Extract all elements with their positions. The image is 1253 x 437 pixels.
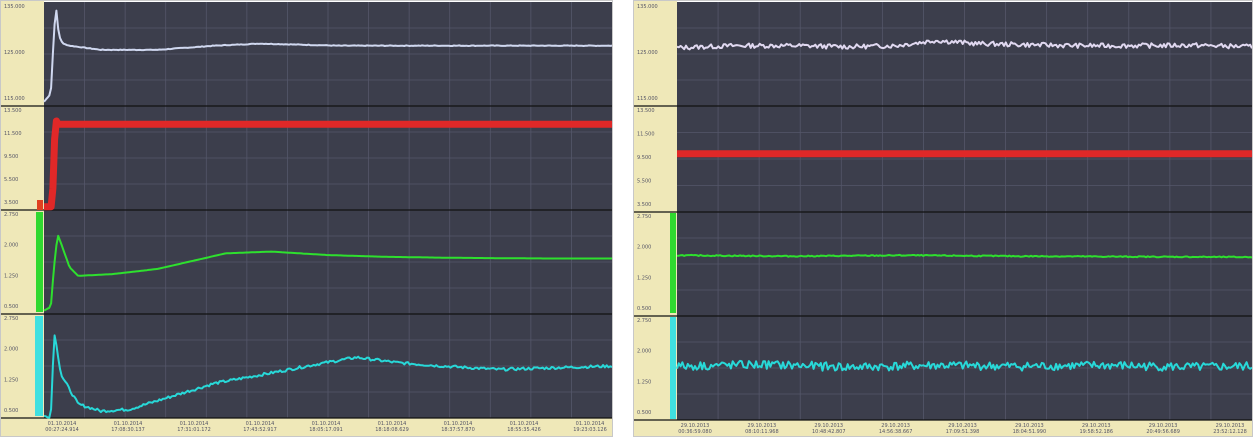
value-tick-label: 1.250 (4, 273, 18, 279)
time-tick-label: 18:55:35.426 (507, 427, 541, 433)
time-tick-label: 29.10.2013 (1149, 423, 1178, 429)
value-tick-label: 11.500 (637, 132, 655, 138)
time-tick-label: 18:05:17.091 (309, 427, 343, 433)
time-tick-label: 17:31:01.172 (177, 427, 211, 433)
time-tick-label: 29.10.2013 (748, 423, 777, 429)
time-axis-band (677, 420, 1252, 437)
time-tick-label: 23:52:12.128 (1213, 429, 1247, 435)
time-tick-label: 14:56:38.667 (879, 429, 913, 435)
time-tick-label: 01.10.2014 (48, 421, 77, 427)
time-tick-label: 17:43:52.917 (243, 427, 277, 433)
time-tick-label: 10:48:42.807 (812, 429, 846, 435)
value-tick-label: 2.750 (637, 318, 651, 324)
value-tick-label: 125.000 (4, 50, 25, 56)
value-tick-label: 2.000 (637, 245, 651, 251)
time-tick-label: 20:49:56.689 (1146, 429, 1180, 435)
value-tick-label: 115.000 (637, 96, 658, 102)
indicator-strip (37, 200, 43, 210)
value-tick-label: 2.750 (637, 214, 651, 220)
value-tick-label: 3.500 (637, 202, 651, 208)
value-tick-label: 0.500 (4, 304, 18, 310)
time-tick-label: 01.10.2014 (378, 421, 407, 427)
time-tick-label: 01.10.2014 (180, 421, 209, 427)
time-tick-label: 29.10.2013 (1216, 423, 1245, 429)
value-tick-label: 1.250 (4, 377, 18, 383)
series-line-lane-3 (677, 253, 1253, 259)
value-tick-label: 5.500 (4, 177, 18, 183)
value-tick-label: 0.500 (4, 408, 18, 414)
indicator-strip (670, 317, 676, 419)
time-axis-band (44, 418, 612, 437)
chart-panel-right: 135.000 125.000 115.000 13.500 11.500 9.500 5.… (633, 0, 1253, 437)
time-tick-label: 19:23:03.126 (573, 427, 607, 433)
time-tick-label: 01.10.2014 (444, 421, 473, 427)
value-tick-label: 3.500 (4, 200, 18, 206)
time-tick-label: 29.10.2013 (1082, 423, 1111, 429)
value-tick-label: 1.250 (637, 379, 651, 385)
time-tick-label: 17:09:51.398 (946, 429, 980, 435)
time-tick-label: 00:36:59.080 (678, 429, 712, 435)
indicator-strip (35, 316, 43, 416)
time-tick-label: 29.10.2013 (1015, 423, 1044, 429)
indicator-strip (36, 212, 43, 312)
time-tick-label: 00:27:24.914 (45, 427, 79, 433)
time-tick-label: 01.10.2014 (246, 421, 275, 427)
series-line-lane-1 (43, 9, 613, 103)
chart-panel-left: 135.000 125.000 115.000 13.500 11.500 9.500 5.… (0, 0, 613, 437)
time-tick-label: 01.10.2014 (510, 421, 539, 427)
value-tick-label: 2.000 (637, 349, 651, 355)
time-tick-label: 29.10.2013 (681, 423, 710, 429)
value-tick-label: 2.000 (4, 243, 18, 249)
time-tick-label: 18:37:57.870 (441, 427, 475, 433)
value-tick-label: 2.750 (4, 316, 18, 322)
value-tick-label: 135.000 (4, 4, 25, 10)
time-tick-label: 29.10.2013 (948, 423, 977, 429)
value-tick-label: 9.500 (637, 155, 651, 161)
time-tick-label: 17:08:30.137 (111, 427, 145, 433)
series-line-lane-2 (42, 117, 613, 211)
value-tick-label: 115.000 (4, 96, 25, 102)
value-tick-label: 0.500 (637, 306, 651, 312)
value-tick-label: 0.500 (637, 410, 651, 416)
strip-chart-left: 135.000 125.000 115.000 13.500 11.500 9.500 5.… (0, 0, 613, 437)
value-tick-label: 1.250 (637, 275, 651, 281)
time-tick-label: 18:18:08.629 (375, 427, 409, 433)
time-tick-label: 18:04:51.990 (1013, 429, 1047, 435)
time-tick-label: 01.10.2014 (576, 421, 605, 427)
value-tick-label: 5.500 (637, 179, 651, 185)
time-tick-label: 01.10.2014 (312, 421, 341, 427)
series-line-lane-4 (676, 359, 1253, 372)
value-tick-label: 9.500 (4, 154, 18, 160)
series-line-lane-4 (43, 334, 613, 419)
value-tick-label: 2.750 (4, 212, 18, 218)
series-line-lane-3 (43, 234, 612, 312)
value-axis-gutter (633, 0, 677, 437)
strip-chart-right: 135.000 125.000 115.000 13.500 11.500 9.500 5.… (633, 0, 1253, 437)
value-tick-label: 135.000 (637, 4, 658, 10)
series-line-lane-1 (676, 39, 1253, 51)
time-tick-label: 08:10:11.968 (745, 429, 779, 435)
value-tick-label: 13.500 (4, 108, 22, 114)
value-tick-label: 125.000 (637, 50, 658, 56)
indicator-strip (670, 213, 676, 313)
time-tick-label: 29.10.2013 (814, 423, 843, 429)
time-tick-label: 29.10.2013 (881, 423, 910, 429)
value-tick-label: 13.500 (637, 108, 655, 114)
time-tick-label: 19:58:52.186 (1079, 429, 1113, 435)
value-tick-label: 2.000 (4, 347, 18, 353)
value-tick-label: 11.500 (4, 131, 22, 137)
time-tick-label: 01.10.2014 (114, 421, 143, 427)
